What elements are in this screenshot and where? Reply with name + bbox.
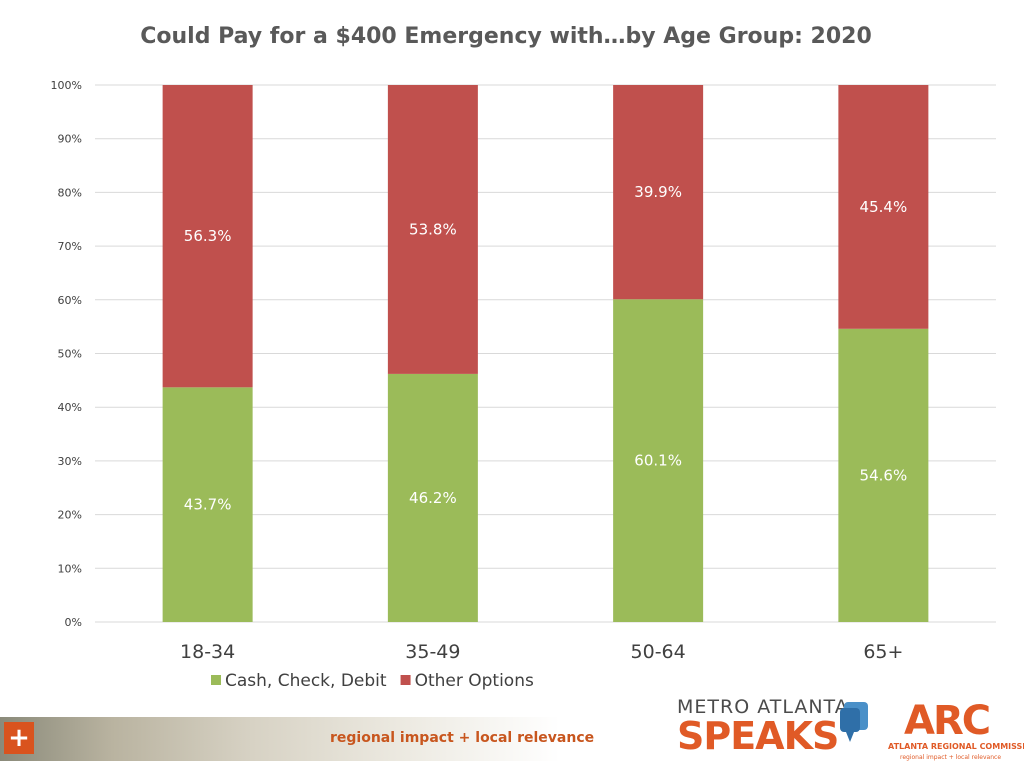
y-tick-label: 60% bbox=[58, 294, 82, 307]
stacked-bar-chart: Could Pay for a $400 Emergency with…by A… bbox=[51, 24, 996, 691]
x-tick-label: 18-34 bbox=[180, 641, 235, 663]
data-label: 53.8% bbox=[409, 220, 457, 238]
x-tick-label: 50-64 bbox=[631, 641, 686, 663]
speech-bubble-icon bbox=[840, 702, 868, 742]
y-tick-label: 30% bbox=[58, 455, 82, 468]
legend-label: Other Options bbox=[415, 671, 534, 691]
legend-swatch bbox=[400, 675, 411, 685]
data-label: 45.4% bbox=[860, 198, 908, 216]
bar-segment bbox=[838, 85, 929, 329]
tagline-plus: + bbox=[458, 730, 471, 746]
legend: Cash, Check, Debit Other Options bbox=[211, 671, 534, 691]
bar-segment bbox=[838, 328, 929, 622]
legend-swatch bbox=[211, 675, 221, 685]
y-tick-label: 70% bbox=[58, 240, 82, 253]
bar-segment bbox=[613, 85, 704, 300]
x-tick-label: 35-49 bbox=[405, 641, 460, 663]
logo-metro-atlanta-text: METRO ATLANTA bbox=[677, 696, 849, 718]
data-label: 56.3% bbox=[184, 227, 232, 245]
y-tick-label: 90% bbox=[58, 133, 82, 146]
bars: 43.7% 56.3% 46.2% 53.8% 60.1% 39.9% 54.6% 45.4% bbox=[162, 85, 929, 622]
chart-title: Could Pay for a $400 Emergency with…by A… bbox=[140, 24, 872, 49]
y-tick-label: 10% bbox=[58, 562, 82, 575]
bar-segment bbox=[387, 85, 478, 374]
y-axis: 0% 10% 20% 30% 40% 50% 60% 70% 80% 90% 100% bbox=[51, 79, 82, 629]
arc-logo: ARC ATLANTA REGIONAL COMMISSION regional… bbox=[882, 698, 1024, 766]
x-tick-label: 65+ bbox=[863, 641, 903, 663]
legend-label: Cash, Check, Debit bbox=[225, 671, 387, 691]
y-tick-label: 100% bbox=[51, 79, 82, 92]
data-label: 39.9% bbox=[634, 183, 682, 201]
y-tick-label: 50% bbox=[58, 348, 82, 361]
y-tick-label: 80% bbox=[58, 186, 82, 199]
arc-tagline: regional impact + local relevance bbox=[900, 754, 1002, 761]
bar-segment bbox=[387, 373, 478, 622]
arc-mark: ARC bbox=[904, 698, 991, 744]
x-axis: 18-34 35-49 50-64 65+ bbox=[180, 641, 903, 663]
y-tick-label: 20% bbox=[58, 509, 82, 522]
data-label: 46.2% bbox=[409, 489, 457, 507]
footer-tagline: regional impact + local relevance bbox=[330, 730, 594, 746]
y-tick-label: 40% bbox=[58, 401, 82, 414]
plus-badge: + bbox=[4, 722, 34, 754]
metro-atlanta-speaks-logo: METRO ATLANTA SPEAKS bbox=[677, 696, 877, 762]
bar-segment bbox=[613, 299, 704, 622]
tagline-right: local relevance bbox=[475, 730, 595, 746]
bar-segment bbox=[162, 85, 253, 388]
footer-photo-strip bbox=[0, 717, 560, 761]
tagline-left: regional impact bbox=[330, 730, 454, 746]
y-tick-label: 0% bbox=[65, 616, 82, 629]
data-label: 54.6% bbox=[860, 466, 908, 484]
logo-speaks-text: SPEAKS bbox=[677, 714, 839, 758]
data-label: 43.7% bbox=[184, 496, 232, 514]
data-label: 60.1% bbox=[634, 452, 682, 470]
arc-name: ATLANTA REGIONAL COMMISSION bbox=[888, 742, 1024, 751]
bar-segment bbox=[162, 387, 253, 622]
